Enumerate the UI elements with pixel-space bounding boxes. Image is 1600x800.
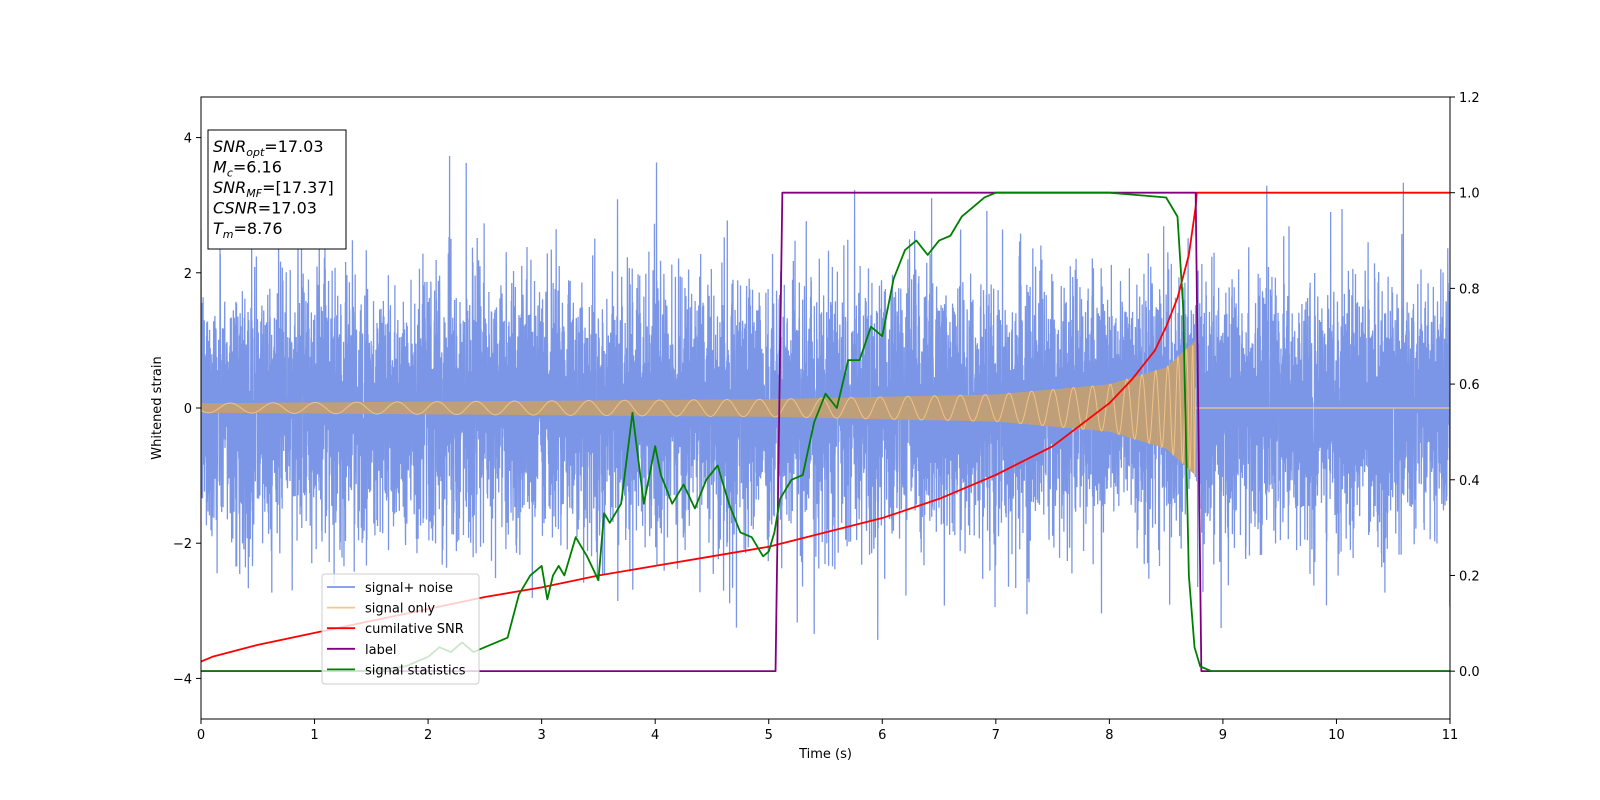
legend-label: signal only — [365, 602, 435, 617]
signal-statistics-line — [201, 191, 1450, 673]
annotation-line: Mc=6.16 — [213, 158, 282, 180]
legend: signal+ noise signal only cumilative SNR la… — [321, 573, 480, 685]
y-left-tick-label: 0 — [184, 402, 192, 417]
annotation-line: SNRMF=[17.37] — [213, 178, 334, 200]
legend-frame — [321, 573, 480, 685]
signal-only-envelope — [201, 340, 1196, 476]
x-tick-label: 0 — [197, 728, 205, 743]
annotation-line: SNRopt=17.03 — [213, 137, 324, 159]
y-left-tick-label: 4 — [184, 132, 192, 147]
signal-plus-noise-line — [201, 156, 1450, 640]
x-tick-label: 2 — [424, 728, 432, 743]
annotation-line: Tm=8.76 — [213, 219, 283, 241]
legend-label: signal statistics — [365, 663, 466, 678]
y-right-tick-label: 1.0 — [1459, 187, 1480, 202]
y-left-tick-label: 2 — [184, 267, 192, 282]
annotation-box: SNRopt=17.03Mc=6.16SNRMF=[17.37]CSNR=17.… — [207, 129, 347, 250]
signal-series — [201, 340, 1450, 476]
annotation-line: CSNR=17.03 — [213, 199, 317, 218]
y-left-tick-label: −2 — [173, 537, 192, 552]
y-axis-label: Whitened strain — [150, 356, 165, 459]
x-tick-label: 6 — [878, 728, 886, 743]
y-right-tick-label: 0.2 — [1459, 569, 1480, 584]
y-right-tick-label: 0.4 — [1459, 474, 1480, 489]
y-left-tick-label: −4 — [173, 672, 192, 687]
x-tick-label: 11 — [1442, 728, 1459, 743]
y-right-tick-label: 0.6 — [1459, 378, 1480, 393]
y-right-tick-label: 0.8 — [1459, 282, 1480, 297]
legend-label: signal+ noise — [365, 581, 453, 596]
x-tick-label: 8 — [1105, 728, 1113, 743]
x-tick-label: 5 — [765, 728, 773, 743]
x-tick-label: 3 — [537, 728, 545, 743]
x-axis-label: Time (s) — [798, 747, 852, 762]
y-right-tick-label: 0.0 — [1459, 665, 1480, 680]
x-tick-label: 4 — [651, 728, 659, 743]
x-tick-label: 9 — [1219, 728, 1227, 743]
legend-label: label — [365, 643, 396, 658]
x-tick-label: 1 — [310, 728, 318, 743]
signal-only-line — [201, 344, 1197, 475]
y-right-tick-label: 1.2 — [1459, 91, 1480, 106]
x-tick-label: 10 — [1328, 728, 1345, 743]
x-tick-label: 7 — [992, 728, 1000, 743]
noise-series — [201, 156, 1450, 640]
annotation-frame — [207, 129, 347, 250]
axes: 0 1 2 3 4 5 6 7 8 9 10 11 −4 −2 0 2 4 0.0 0.2 0.4 0.6 0.8 1.0 1… — [173, 91, 1480, 743]
legend-label: cumilative SNR — [365, 622, 464, 637]
